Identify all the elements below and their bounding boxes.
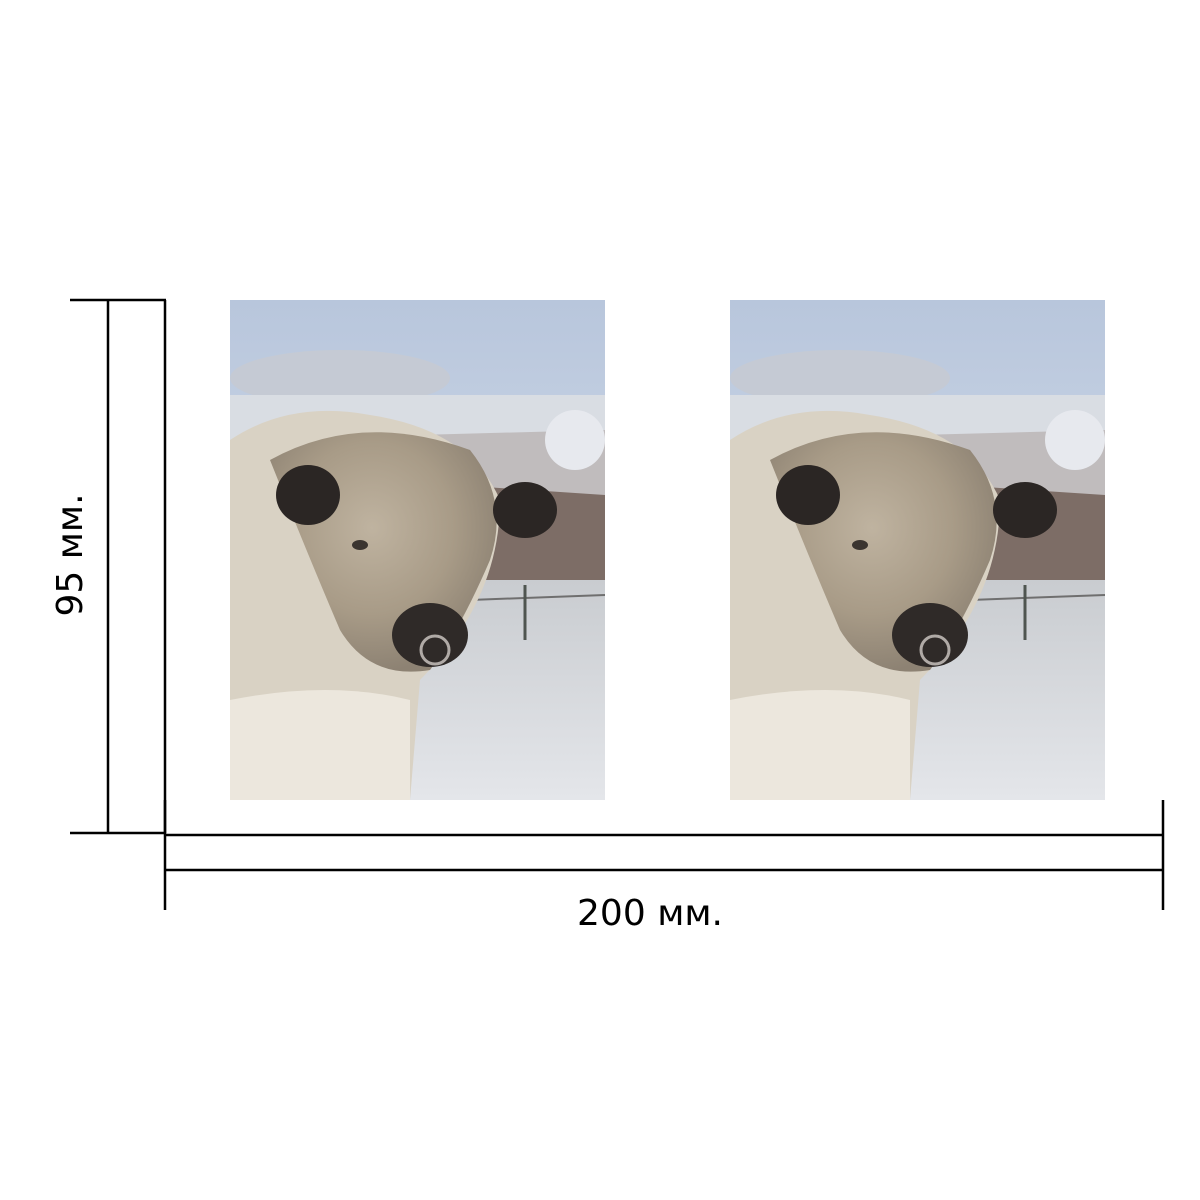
height-dimension: 95 мм.	[50, 298, 167, 835]
width-label: 200 мм.	[577, 893, 723, 934]
width-dimension: 200 мм.	[163, 800, 1165, 934]
height-label: 95 мм.	[50, 493, 91, 616]
product-photo	[230, 300, 605, 800]
product-photo	[730, 300, 1105, 800]
